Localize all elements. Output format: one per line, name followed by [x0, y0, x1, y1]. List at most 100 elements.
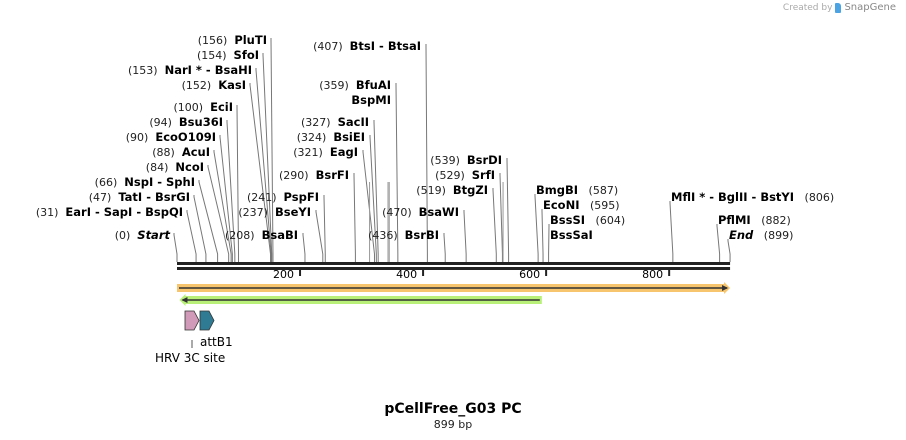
site-position: (407) — [313, 40, 343, 53]
snapgene-logo-icon — [835, 2, 842, 13]
site-name: SrfI — [471, 168, 495, 182]
enzyme-site-label[interactable]: EcoNI (595) — [543, 198, 620, 213]
site-connector-line — [186, 210, 197, 262]
enzyme-site-label[interactable]: (208) BsaBI — [225, 229, 298, 243]
site-name: KasI — [218, 78, 246, 92]
site-connector-line — [262, 53, 273, 262]
site-connector-line — [255, 68, 272, 262]
enzyme-site-label[interactable]: (529) SrfI — [435, 168, 495, 183]
site-name: BmgBI — [536, 183, 579, 197]
site-position: (359) — [319, 79, 349, 92]
hrv-3c-site-label[interactable]: HRV 3C site — [155, 351, 226, 365]
ruler-tick — [422, 270, 425, 276]
site-position: (237) — [238, 206, 268, 219]
enzyme-site-label[interactable]: (152) KasI — [182, 78, 246, 93]
enzyme-site-label[interactable]: (156) PluTI — [198, 34, 267, 48]
enzyme-site-label[interactable]: (327) SacII — [300, 115, 369, 130]
enzyme-site-label[interactable]: BssSI (604) — [550, 214, 625, 228]
site-connector-line — [302, 233, 306, 262]
enzyme-site-label[interactable]: (519) BtgZI — [416, 183, 488, 198]
credit-brand: SnapGene — [844, 2, 896, 13]
site-connector-line — [541, 209, 544, 262]
site-connector-line — [369, 135, 377, 262]
enzyme-site-label[interactable]: BspMI — [344, 94, 391, 107]
ruler-tick-label: 400 — [396, 268, 418, 281]
ruler-tick — [668, 270, 671, 276]
enzyme-site-label[interactable]: (237) BseYI — [238, 206, 311, 220]
site-connector-line — [373, 120, 379, 262]
site-position: (899) — [763, 229, 794, 242]
enzyme-site-label[interactable]: (290) BsrFI — [278, 168, 349, 183]
ruler-tick-label: 600 — [519, 268, 541, 281]
enzyme-site-label[interactable]: (407) BtsI - BtsaI — [313, 39, 421, 54]
enzyme-site-label[interactable]: (94) Bsu36I — [149, 115, 223, 130]
site-connector-line — [249, 83, 272, 262]
site-name: BtsI - BtsaI — [349, 39, 421, 53]
enzyme-site-label[interactable]: (66) NspI - SphI — [95, 175, 195, 190]
site-name: Bsu36I — [178, 115, 223, 129]
site-name: EcoNI — [543, 198, 580, 212]
site-name: BsrFI — [315, 168, 349, 182]
ruler-tick-label: 200 — [273, 268, 295, 281]
enzyme-site-label[interactable]: (88) AcuI — [152, 146, 210, 160]
enzyme-site-label[interactable]: (100) EciI — [173, 100, 234, 115]
site-name: EagI — [329, 145, 358, 159]
site-position: (0) — [114, 229, 131, 242]
enzyme-site-label[interactable]: (154) SfoI — [197, 48, 259, 63]
site-position: (595) — [589, 199, 620, 212]
site-connector-line — [395, 83, 399, 262]
site-connector-line — [716, 224, 721, 262]
enzyme-site-label[interactable]: (324) BsiEI — [297, 131, 365, 145]
site-name: EciI — [210, 100, 233, 114]
site-connector-line — [270, 38, 274, 262]
ruler-tick — [545, 270, 548, 276]
enzyme-site-label[interactable]: End (899) — [729, 229, 794, 243]
site-connector-line — [499, 173, 503, 262]
site-name: NspI - SphI — [124, 175, 195, 189]
site-connector-line — [463, 210, 467, 262]
enzyme-site-label[interactable]: (470) BsaWI — [382, 205, 459, 220]
site-name: NcoI — [175, 160, 204, 174]
site-name: BsaWI — [418, 205, 459, 219]
enzyme-site-label[interactable]: (539) BsrDI — [430, 153, 502, 168]
site-position: (290) — [278, 169, 309, 182]
enzyme-site-label[interactable]: (321) EagI — [293, 145, 358, 160]
site-connector-line — [219, 135, 233, 262]
site-connector-line — [193, 195, 207, 262]
site-name: BsrDI — [466, 153, 502, 167]
attb1-label[interactable]: attB1 — [200, 335, 233, 349]
site-position: (100) — [173, 101, 204, 114]
site-connector-line — [353, 173, 356, 262]
enzyme-site-label[interactable]: (153) NarI * - BsaHI — [128, 64, 252, 78]
enzyme-site-label[interactable]: BssSaI — [550, 229, 603, 242]
enzyme-site-label[interactable]: (359) BfuAI — [319, 78, 391, 93]
enzyme-site-label[interactable]: (90) EcoO109I — [126, 131, 216, 145]
enzyme-site-label[interactable]: (241) PspFI — [247, 191, 319, 205]
enzyme-site-label[interactable]: (31) EarI - SapI - BspQI — [36, 206, 183, 220]
site-position: (529) — [435, 169, 465, 182]
site-name: SacII — [337, 115, 369, 129]
site-position: (327) — [300, 116, 331, 129]
enzyme-site-label[interactable]: (436) BsrBI — [368, 229, 439, 243]
site-name: BfuAI — [355, 78, 391, 92]
site-position: (539) — [430, 154, 460, 167]
arrow-right-icon — [722, 285, 729, 291]
enzyme-site-label[interactable]: MflI * - BglII - BstYI (806) — [671, 191, 834, 205]
enzyme-site-label[interactable]: BmgBI (587) — [536, 183, 618, 198]
site-name: BspMI — [351, 93, 391, 107]
site-name: BtgZI — [452, 183, 488, 197]
site-connector-line — [425, 44, 428, 262]
site-position: (88) — [152, 146, 175, 159]
site-connector-line — [506, 158, 510, 262]
enzyme-site-label[interactable]: (47) TatI - BsrGI — [89, 191, 190, 205]
site-position: (94) — [149, 116, 172, 129]
site-position: (436) — [368, 229, 398, 242]
site-connector-line — [173, 233, 178, 262]
site-name: SfoI — [233, 48, 259, 62]
ruler-tick — [299, 270, 302, 276]
map-length: 899 bp — [433, 418, 473, 431]
enzyme-site-label[interactable]: PflMI (882) — [718, 214, 791, 228]
enzyme-site-label[interactable]: (84) NcoI — [146, 160, 204, 175]
enzyme-site-label[interactable]: (0) Start — [114, 229, 170, 243]
